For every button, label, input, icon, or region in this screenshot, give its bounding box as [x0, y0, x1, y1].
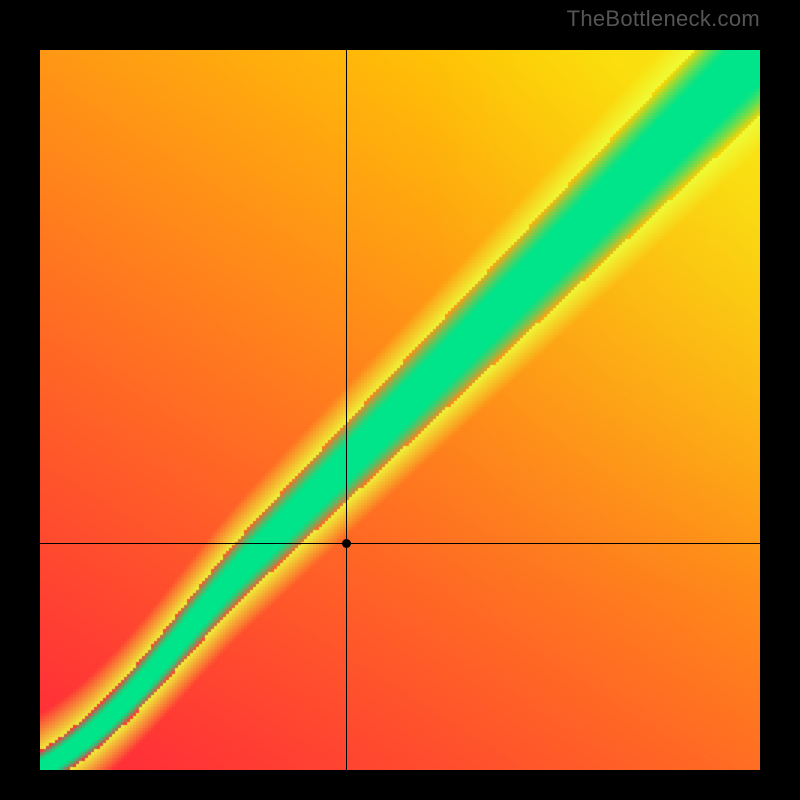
- crosshair-horizontal: [40, 543, 760, 544]
- watermark-text: TheBottleneck.com: [567, 6, 760, 32]
- plot-area: [40, 50, 760, 770]
- crosshair-vertical: [346, 50, 347, 770]
- crosshair-dot: [342, 539, 351, 548]
- heatmap-canvas: [40, 50, 760, 770]
- chart-container: TheBottleneck.com: [0, 0, 800, 800]
